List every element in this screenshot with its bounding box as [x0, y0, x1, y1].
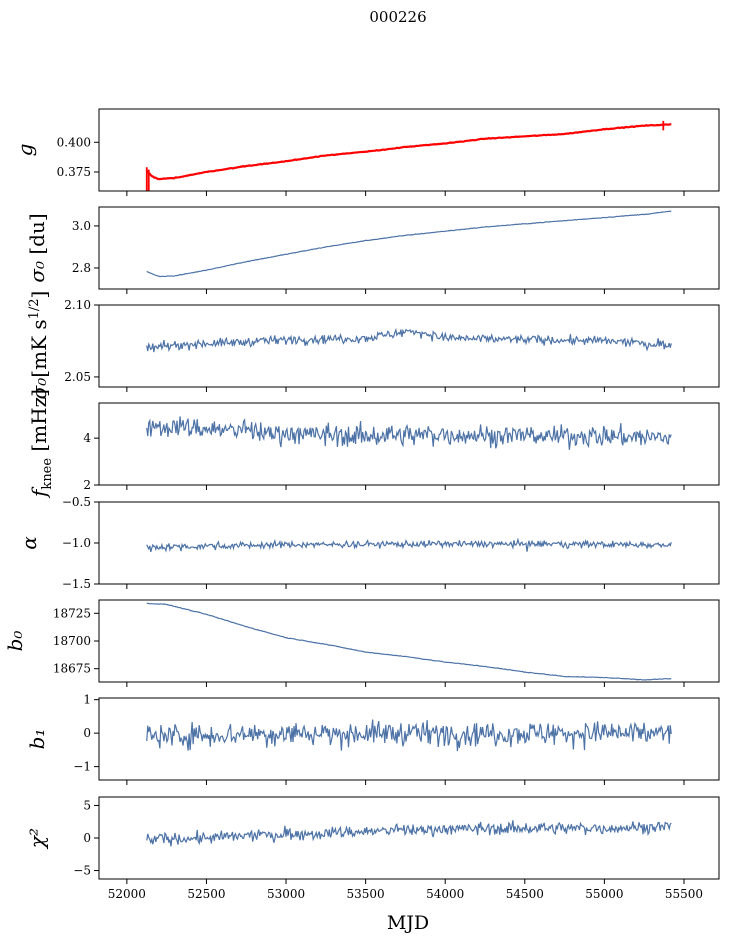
- series-group: [146, 602, 672, 681]
- panel-8: −5 0 5 52000 52500 53000 53500 54000 54500 55000 5…: [25, 796, 720, 901]
- x-tick-label: 54000: [426, 887, 464, 901]
- series-line: [146, 123, 672, 180]
- series-line: [146, 602, 672, 681]
- y-tick-label: −1: [73, 760, 91, 774]
- panel-frame: [98, 697, 720, 781]
- series-line: [146, 210, 672, 278]
- y-tick-label: 2.05: [64, 370, 91, 384]
- x-tick-label: 55000: [585, 887, 623, 901]
- panel-5: −1.5 −1.0 −0.5 α: [17, 495, 720, 591]
- y-tick-label: 18700: [53, 634, 91, 648]
- y-axis-label: σ₀[mK s1/2]: [27, 291, 51, 400]
- y-tick-label: 0.375: [57, 165, 91, 179]
- y-tick-label: 2.10: [64, 298, 91, 312]
- panel-frame: [98, 796, 720, 880]
- x-tick-label: 52500: [187, 887, 225, 901]
- y-tick-label: 18725: [53, 606, 91, 620]
- y-axis-label: χ²: [25, 828, 49, 850]
- x-tick-label: 52000: [108, 887, 146, 901]
- panel-frame: [98, 304, 720, 388]
- series-group: [145, 120, 672, 191]
- series-group: [146, 210, 672, 278]
- y-tick-label: −1.0: [62, 536, 91, 550]
- panel-frame: [98, 108, 720, 192]
- y-tick-label: 1: [83, 693, 91, 707]
- series-line-fit: [145, 123, 672, 181]
- panels-container: 0.375 0.400 g 2.8 3.0 σ₀ [du] 2.05 2.10 σ₀[mK s1…: [3, 108, 720, 901]
- y-tick-label: 2.8: [72, 261, 91, 275]
- series-group: [146, 327, 672, 353]
- series-line: [146, 416, 672, 450]
- x-tick-label: 54500: [506, 887, 544, 901]
- panel-frame: [98, 402, 720, 486]
- x-tick-label: 53000: [267, 887, 305, 901]
- y-tick-label: 18675: [53, 662, 91, 676]
- y-tick-label: 5: [83, 798, 91, 812]
- series-group: [146, 719, 672, 752]
- y-tick-label: −0.5: [62, 495, 91, 509]
- y-tick-label: 4: [83, 431, 91, 445]
- fit-spikes: [145, 120, 665, 191]
- y-axis-label: b₀: [3, 631, 27, 652]
- series-group: [146, 820, 672, 847]
- y-tick-label: 0.400: [57, 135, 91, 149]
- y-axis-label: α: [17, 536, 41, 550]
- y-axis-label: σ₀ [du]: [25, 213, 49, 282]
- figure-title: 000226: [369, 8, 426, 26]
- series-group: [146, 416, 672, 450]
- y-tick-label: 0: [83, 831, 91, 845]
- x-axis-label: MJD: [387, 912, 429, 934]
- y-tick-label: 3.0: [72, 219, 91, 233]
- x-tick-label: 55500: [665, 887, 703, 901]
- series-line: [146, 327, 672, 353]
- panel-frame: [98, 501, 720, 585]
- y-tick-label: 0: [83, 726, 91, 740]
- y-axis-label: fknee [mHz]: [27, 389, 55, 499]
- panel-3: 2.05 2.10 σ₀[mK s1/2]: [27, 291, 720, 400]
- panel-1: 0.375 0.400 g: [13, 108, 720, 196]
- y-tick-label: −1.5: [62, 577, 91, 591]
- series-group: [146, 537, 672, 553]
- panel-frame: [98, 206, 720, 290]
- series-line: [146, 820, 672, 847]
- y-axis-label: b₁: [25, 729, 49, 750]
- panel-4: 2 4 fknee [mHz]: [27, 389, 720, 499]
- series-line: [146, 719, 672, 752]
- y-axis-label: g: [13, 144, 37, 157]
- panel-2: 2.8 3.0 σ₀ [du]: [25, 206, 720, 294]
- panel-6: 18675 18700 18725 b₀: [3, 599, 720, 687]
- panel-7: −1 0 1 b₁: [25, 693, 720, 785]
- series-line: [146, 537, 672, 553]
- y-tick-label: 2: [83, 478, 91, 492]
- y-tick-label: −5: [73, 864, 91, 878]
- panel-frame: [98, 599, 720, 683]
- x-tick-label: 53500: [347, 887, 385, 901]
